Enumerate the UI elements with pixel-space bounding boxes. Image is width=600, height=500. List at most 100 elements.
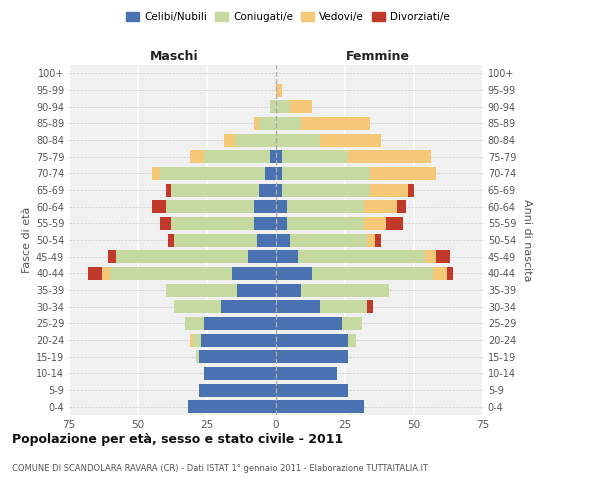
Text: Popolazione per età, sesso e stato civile - 2011: Popolazione per età, sesso e stato civil…: [12, 432, 343, 446]
Bar: [276, 117, 301, 130]
Text: Femmine: Femmine: [346, 50, 410, 62]
Y-axis label: Anni di nascita: Anni di nascita: [522, 198, 532, 281]
Bar: [276, 250, 298, 263]
Bar: [271, 150, 276, 163]
Bar: [276, 300, 320, 313]
Bar: [160, 217, 171, 230]
Bar: [199, 350, 276, 363]
Bar: [271, 100, 276, 113]
Bar: [320, 300, 367, 313]
Bar: [188, 400, 276, 413]
Bar: [287, 200, 364, 213]
Bar: [166, 200, 254, 213]
Bar: [276, 284, 301, 296]
Bar: [348, 334, 356, 346]
Bar: [174, 234, 257, 246]
Bar: [193, 334, 202, 346]
Bar: [169, 234, 174, 246]
Bar: [107, 250, 116, 263]
Bar: [367, 234, 376, 246]
Bar: [281, 167, 370, 180]
Bar: [370, 184, 409, 196]
Bar: [290, 234, 367, 246]
Bar: [257, 234, 276, 246]
Bar: [171, 184, 259, 196]
Bar: [185, 317, 204, 330]
Bar: [190, 150, 204, 163]
Bar: [276, 100, 290, 113]
Bar: [276, 350, 348, 363]
Bar: [166, 184, 171, 196]
Bar: [276, 134, 320, 146]
Bar: [238, 284, 276, 296]
Bar: [204, 367, 276, 380]
Bar: [397, 200, 406, 213]
Bar: [199, 384, 276, 396]
Bar: [248, 250, 276, 263]
Bar: [409, 184, 414, 196]
Bar: [287, 217, 364, 230]
Bar: [436, 250, 450, 263]
Text: COMUNE DI SCANDOLARA RAVARA (CR) - Dati ISTAT 1° gennaio 2011 - Elaborazione TUT: COMUNE DI SCANDOLARA RAVARA (CR) - Dati …: [12, 464, 428, 473]
Bar: [254, 217, 276, 230]
Bar: [276, 167, 281, 180]
Bar: [88, 267, 102, 280]
Bar: [348, 150, 431, 163]
Bar: [259, 117, 276, 130]
Bar: [102, 267, 110, 280]
Legend: Celibi/Nubili, Coniugati/e, Vedovi/e, Divorziati/e: Celibi/Nubili, Coniugati/e, Vedovi/e, Di…: [122, 8, 454, 26]
Bar: [174, 300, 221, 313]
Bar: [224, 134, 235, 146]
Bar: [152, 167, 160, 180]
Text: Maschi: Maschi: [149, 50, 198, 62]
Bar: [281, 150, 348, 163]
Bar: [364, 200, 397, 213]
Bar: [254, 117, 259, 130]
Bar: [276, 267, 312, 280]
Bar: [298, 250, 425, 263]
Bar: [370, 167, 436, 180]
Bar: [276, 400, 364, 413]
Bar: [232, 267, 276, 280]
Bar: [276, 234, 290, 246]
Bar: [171, 217, 254, 230]
Bar: [312, 267, 433, 280]
Bar: [276, 384, 348, 396]
Bar: [160, 167, 265, 180]
Bar: [276, 367, 337, 380]
Bar: [276, 217, 287, 230]
Bar: [276, 200, 287, 213]
Y-axis label: Fasce di età: Fasce di età: [22, 207, 32, 273]
Bar: [367, 300, 373, 313]
Bar: [152, 200, 166, 213]
Bar: [301, 284, 389, 296]
Bar: [276, 334, 348, 346]
Bar: [276, 317, 342, 330]
Bar: [281, 184, 370, 196]
Bar: [110, 267, 232, 280]
Bar: [342, 317, 362, 330]
Bar: [196, 350, 199, 363]
Bar: [235, 134, 276, 146]
Bar: [364, 217, 386, 230]
Bar: [202, 334, 276, 346]
Bar: [259, 184, 276, 196]
Bar: [433, 267, 447, 280]
Bar: [425, 250, 436, 263]
Bar: [265, 167, 276, 180]
Bar: [190, 334, 193, 346]
Bar: [290, 100, 312, 113]
Bar: [376, 234, 381, 246]
Bar: [166, 284, 238, 296]
Bar: [116, 250, 248, 263]
Bar: [276, 184, 281, 196]
Bar: [447, 267, 452, 280]
Bar: [320, 134, 381, 146]
Bar: [221, 300, 276, 313]
Bar: [276, 84, 281, 96]
Bar: [386, 217, 403, 230]
Bar: [204, 150, 271, 163]
Bar: [254, 200, 276, 213]
Bar: [204, 317, 276, 330]
Bar: [276, 150, 281, 163]
